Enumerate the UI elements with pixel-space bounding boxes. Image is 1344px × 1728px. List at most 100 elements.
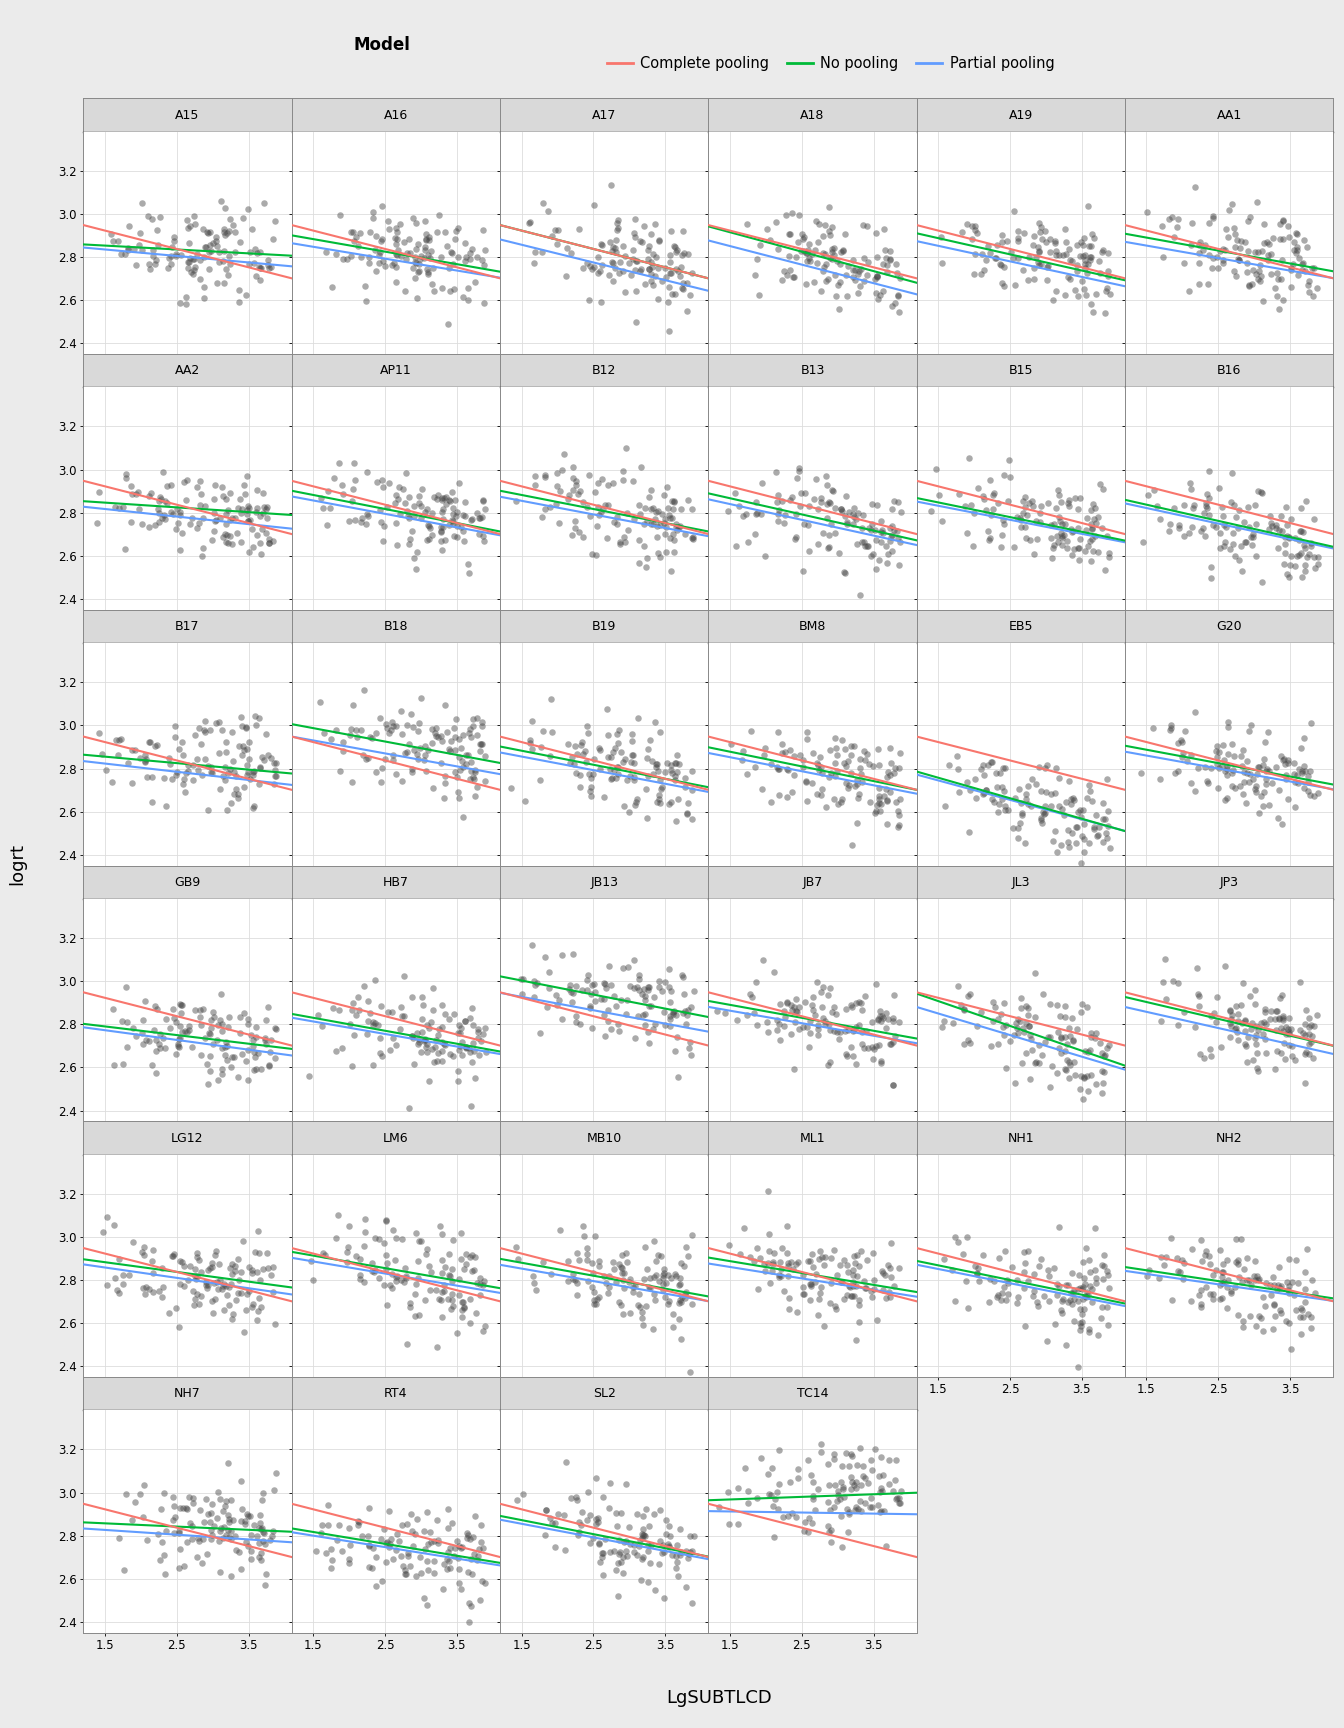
Point [421,1009,442,1037]
Point [1036,1327,1058,1355]
Point [831,785,852,812]
Point [679,282,700,309]
Point [634,270,656,297]
Point [165,1009,187,1037]
Point [1245,976,1266,1004]
Point [798,1033,820,1061]
Point [448,1068,469,1096]
Point [1091,1251,1113,1279]
Point [668,1289,689,1317]
Point [453,283,474,311]
Point [1223,214,1245,242]
Point [827,1477,848,1505]
Point [203,517,224,544]
Point [168,1553,190,1581]
Point [860,1484,882,1512]
Point [1208,1286,1230,1313]
Point [1062,1026,1083,1054]
Point [840,992,862,1020]
Point [1055,1331,1077,1358]
Point [853,532,875,560]
Point [192,1526,214,1553]
Point [190,995,211,1023]
Point [607,206,629,233]
Point [663,527,684,555]
Point [200,1006,222,1033]
Point [1246,261,1267,289]
Point [1274,1045,1296,1073]
Point [637,1018,659,1045]
Point [780,219,801,247]
Point [847,767,868,795]
Point [669,1289,691,1317]
Point [433,513,454,541]
Point [1067,1014,1089,1042]
Point [1275,766,1297,793]
Point [1210,1236,1231,1263]
Point [566,468,587,496]
Point [663,1313,684,1341]
Point [414,244,435,271]
Point [993,1237,1015,1265]
Point [191,543,212,570]
Point [788,1455,809,1483]
Point [237,195,258,223]
Point [949,779,970,807]
Point [785,499,806,527]
Point [1156,1242,1177,1270]
Point [1173,249,1195,276]
Point [220,1562,242,1590]
Point [383,249,405,276]
Point [778,242,800,270]
Point [238,251,259,278]
Point [227,276,249,304]
Point [1207,244,1228,271]
Point [401,1023,422,1051]
Point [953,995,974,1023]
Point [355,510,376,537]
Point [1020,793,1042,821]
Point [1226,1018,1247,1045]
Point [417,1547,438,1574]
Point [883,1028,905,1056]
Point [259,1039,281,1066]
Point [1259,1272,1281,1299]
Point [966,1260,988,1287]
Point [1263,1270,1285,1298]
Point [1012,1049,1034,1077]
Point [769,990,790,1018]
Point [766,1007,788,1035]
Point [215,510,237,537]
Point [1160,1223,1181,1251]
Point [1043,1255,1064,1282]
Point [972,779,993,807]
Point [220,1054,242,1082]
Point [547,216,569,244]
Point [843,1242,864,1270]
Point [821,245,843,273]
Point [254,1571,276,1598]
Point [466,1547,488,1574]
Point [474,1312,496,1339]
Point [368,238,390,266]
Point [466,705,488,733]
Point [219,206,241,233]
Point [1077,1077,1098,1104]
Point [215,727,237,755]
Point [719,1510,741,1538]
Point [1075,1234,1097,1261]
Point [523,983,544,1011]
Point [169,992,191,1020]
Point [1212,249,1234,276]
Point [1073,1274,1094,1301]
Point [879,245,900,273]
Point [219,251,241,278]
Point [653,1255,675,1282]
Text: EB5: EB5 [1008,620,1034,632]
Point [1032,982,1054,1009]
Point [617,954,638,982]
Point [227,1279,249,1306]
Point [180,1509,202,1536]
Point [224,1286,246,1313]
Point [816,472,837,499]
